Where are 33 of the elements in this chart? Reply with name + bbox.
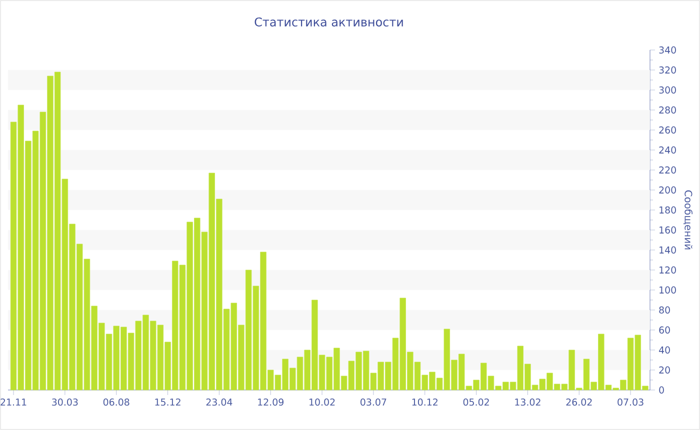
y-tick-label: 300 [659,86,676,94]
x-tick-label: 05.02 [463,398,489,406]
x-tick-label: 15.12 [155,398,180,406]
chart-title: Статистика активности [254,17,403,27]
x-tick-label: 07.03 [618,398,644,406]
x-tick-label: 13.02 [515,398,540,406]
x-tick-label: 10.02 [310,398,335,406]
y-tick-label: 180 [660,206,676,214]
x-tick-label: 12.09 [258,398,284,406]
y-tick-label: 140 [660,246,676,254]
y-tick-label: 0 [659,386,664,394]
y-tick-label: 220 [659,166,676,174]
x-tick-label: 23.04 [206,398,232,406]
x-tick-label: 30.03 [52,398,78,406]
y-tick-label: 100 [660,286,676,294]
y-tick-label: 320 [659,66,676,74]
y-tick-label: 240 [659,146,676,154]
y-tick-label: 160 [660,226,676,234]
x-tick-label: 26.02 [566,398,592,406]
y-tick-label: 60 [659,326,670,334]
y-axis-title: Сообщений [683,190,693,250]
x-tick-label: 06.08 [103,398,130,406]
y-tick-label: 340 [659,46,676,54]
y-tick-label: 120 [660,266,676,274]
x-tick-label: 03.07 [360,398,386,406]
x-tick-label: 21.11 [0,398,26,406]
y-tick-label: 200 [659,186,676,194]
y-tick-label: 20 [659,366,670,374]
y-tick-label: 260 [659,126,676,134]
y-tick-label: 280 [659,106,676,114]
y-tick-label: 40 [658,346,670,354]
x-tick-label: 10.12 [412,398,438,406]
y-tick-label: 80 [659,306,670,314]
